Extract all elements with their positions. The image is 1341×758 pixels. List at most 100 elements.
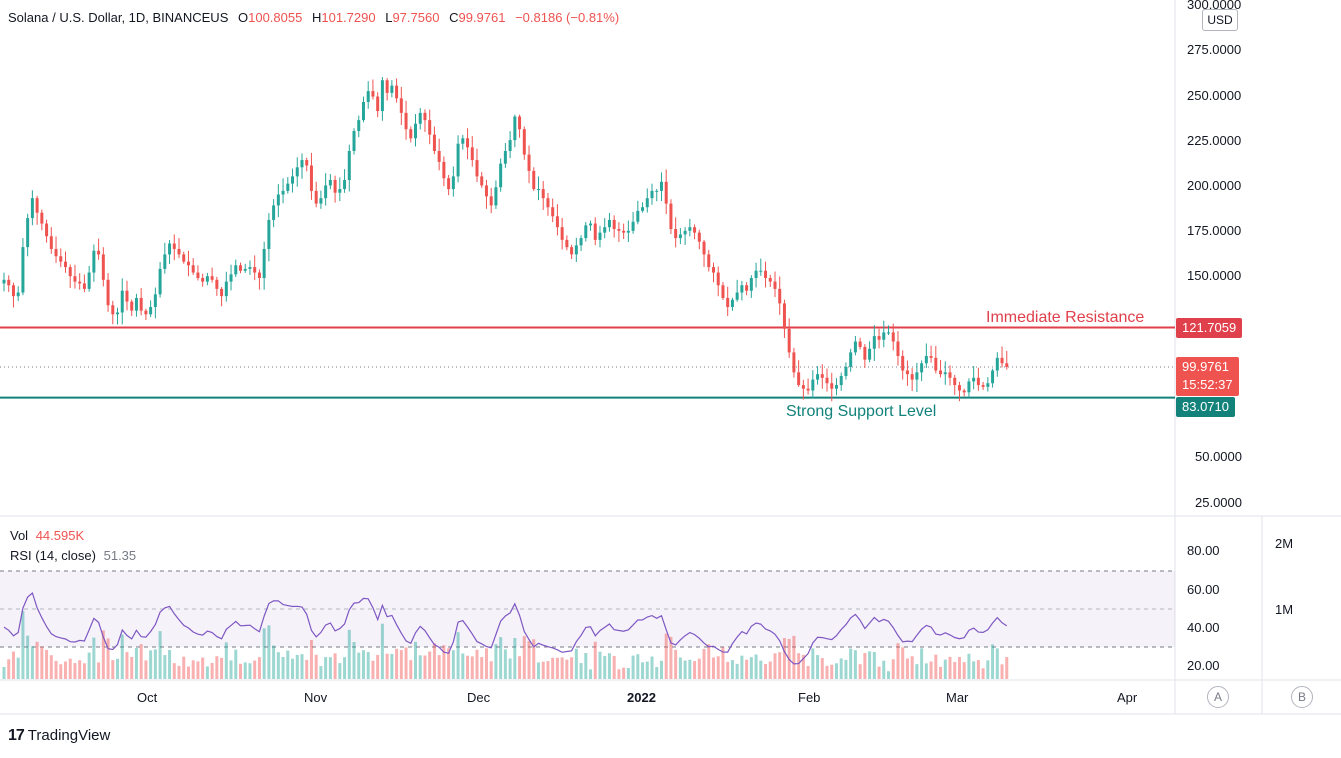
log-scale-button[interactable]: B bbox=[1291, 686, 1313, 708]
volume-bar bbox=[149, 650, 153, 679]
candle-body bbox=[338, 189, 342, 193]
volume-bar bbox=[683, 660, 687, 679]
candle-body bbox=[518, 116, 522, 130]
candle-body bbox=[494, 187, 498, 206]
volume-bar bbox=[484, 648, 488, 679]
time-tick: Apr bbox=[1117, 690, 1138, 705]
volume-bar bbox=[130, 656, 134, 679]
volume-bar bbox=[712, 657, 715, 679]
volume-bar bbox=[68, 658, 72, 679]
volume-bar bbox=[574, 648, 578, 679]
candle-body bbox=[220, 288, 224, 297]
volume-bar bbox=[967, 653, 971, 679]
volume-bar bbox=[201, 657, 205, 679]
candle-body bbox=[409, 129, 413, 139]
volume-bar bbox=[54, 660, 58, 679]
volume-bar bbox=[437, 655, 441, 679]
candle-body bbox=[111, 305, 115, 315]
volume-bar bbox=[721, 647, 725, 679]
volume-bar bbox=[451, 650, 455, 679]
symbol-legend[interactable]: Solana / U.S. Dollar, 1D, BINANCEUS O100… bbox=[8, 10, 619, 25]
volume-legend[interactable]: Vol 44.595K bbox=[10, 528, 84, 543]
rsi-legend[interactable]: RSI (14, close) 51.35 bbox=[10, 548, 136, 563]
candle-body bbox=[962, 390, 966, 393]
candle-body bbox=[778, 288, 782, 304]
candle-body bbox=[896, 341, 900, 357]
volume-bar bbox=[844, 659, 848, 679]
low-value: 97.7560 bbox=[392, 10, 440, 25]
volume-bar bbox=[21, 611, 25, 679]
candle-body bbox=[380, 80, 384, 112]
candle-body bbox=[92, 250, 96, 273]
candle-body bbox=[598, 232, 602, 240]
candle-body bbox=[16, 292, 20, 297]
candle-body bbox=[361, 101, 365, 121]
candle-body bbox=[177, 248, 181, 255]
volume-bar bbox=[735, 663, 739, 679]
volume-bar bbox=[617, 669, 621, 679]
volume-bar bbox=[1000, 664, 1004, 679]
volume-bar bbox=[645, 661, 649, 679]
volume-bar bbox=[45, 649, 49, 679]
tradingview-logo[interactable]: 17 TradingView bbox=[8, 727, 110, 745]
volume-bar bbox=[934, 654, 938, 679]
volume-bar bbox=[414, 641, 418, 679]
volume-label: Vol bbox=[10, 528, 29, 543]
volume-bar bbox=[380, 623, 384, 679]
volume-bar bbox=[442, 645, 446, 679]
candle-body bbox=[357, 120, 361, 132]
candle-body bbox=[584, 225, 588, 239]
auto-scale-button[interactable]: A bbox=[1207, 686, 1229, 708]
volume-bar bbox=[300, 654, 304, 679]
candle-body bbox=[305, 160, 309, 166]
candle-body bbox=[532, 170, 536, 190]
candle-body bbox=[475, 160, 479, 177]
resistance-annotation[interactable]: Immediate Resistance bbox=[986, 309, 1145, 326]
rsi-value: 51.35 bbox=[103, 548, 137, 563]
high-label: H bbox=[311, 10, 322, 25]
candle-body bbox=[2, 279, 6, 284]
support-annotation[interactable]: Strong Support Level bbox=[786, 403, 937, 420]
volume-bar bbox=[503, 649, 507, 679]
volume-bar bbox=[536, 662, 540, 679]
volume-bar bbox=[570, 657, 574, 679]
candle-body bbox=[939, 370, 943, 375]
time-tick: 2022 bbox=[627, 690, 656, 705]
volume-bar bbox=[220, 657, 224, 679]
volume-bar bbox=[943, 659, 947, 679]
volume-bar bbox=[186, 666, 190, 679]
volume-bar bbox=[347, 629, 351, 679]
candle-body bbox=[522, 129, 526, 155]
volume-bar bbox=[291, 658, 295, 679]
candle-body bbox=[414, 123, 418, 139]
volume-bar bbox=[797, 653, 801, 679]
candle-body bbox=[929, 356, 933, 358]
volume-bar bbox=[579, 663, 583, 679]
volume-bar bbox=[773, 653, 777, 679]
volume-bar bbox=[929, 661, 933, 679]
volume-bar bbox=[158, 631, 162, 679]
candle-body bbox=[134, 297, 138, 311]
candle-body bbox=[560, 227, 564, 240]
candle-body bbox=[943, 372, 947, 375]
volume-bar bbox=[106, 638, 110, 679]
candle-body bbox=[139, 297, 143, 311]
volume-bar bbox=[816, 655, 820, 679]
volume-bar bbox=[314, 654, 318, 679]
currency-button[interactable]: USD bbox=[1202, 9, 1238, 31]
candle-body bbox=[806, 388, 810, 391]
candle-body bbox=[484, 185, 488, 197]
volume-bar bbox=[853, 650, 857, 679]
volume-bar bbox=[480, 657, 484, 679]
candle-body bbox=[707, 254, 711, 268]
volume-bar bbox=[589, 669, 593, 679]
volume-bar bbox=[522, 636, 526, 679]
volume-bar bbox=[418, 655, 422, 679]
volume-bar bbox=[333, 653, 337, 679]
volume-bar bbox=[177, 665, 181, 679]
volume-bar bbox=[196, 661, 200, 679]
volume-bar bbox=[111, 660, 115, 679]
close-value: 99.9761 bbox=[458, 10, 506, 25]
candle-body bbox=[191, 265, 195, 273]
